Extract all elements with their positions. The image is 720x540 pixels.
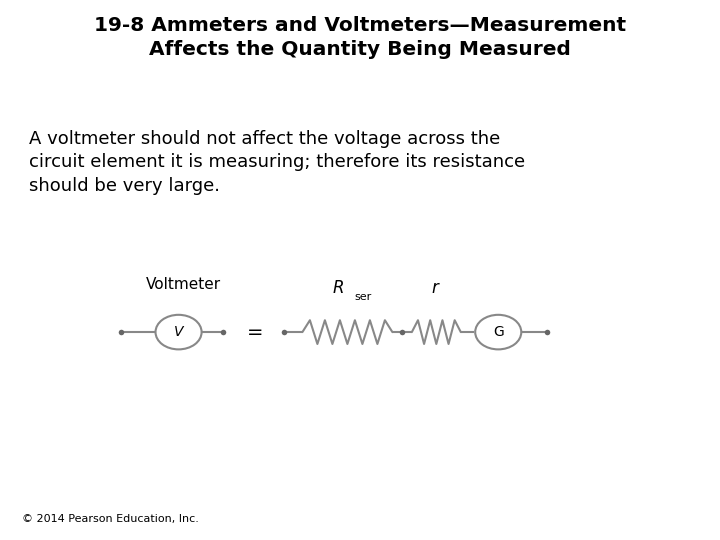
Text: $R$: $R$ xyxy=(333,279,344,297)
Text: =: = xyxy=(248,322,264,342)
Text: G: G xyxy=(493,325,503,339)
Text: ser: ser xyxy=(354,292,372,302)
Text: Voltmeter: Voltmeter xyxy=(146,276,221,292)
Text: A voltmeter should not affect the voltage across the
circuit element it is measu: A voltmeter should not affect the voltag… xyxy=(29,130,525,195)
Text: V: V xyxy=(174,325,184,339)
Text: © 2014 Pearson Education, Inc.: © 2014 Pearson Education, Inc. xyxy=(22,514,199,524)
Text: 19-8 Ammeters and Voltmeters—Measurement
Affects the Quantity Being Measured: 19-8 Ammeters and Voltmeters—Measurement… xyxy=(94,16,626,59)
Text: $r$: $r$ xyxy=(431,279,441,297)
